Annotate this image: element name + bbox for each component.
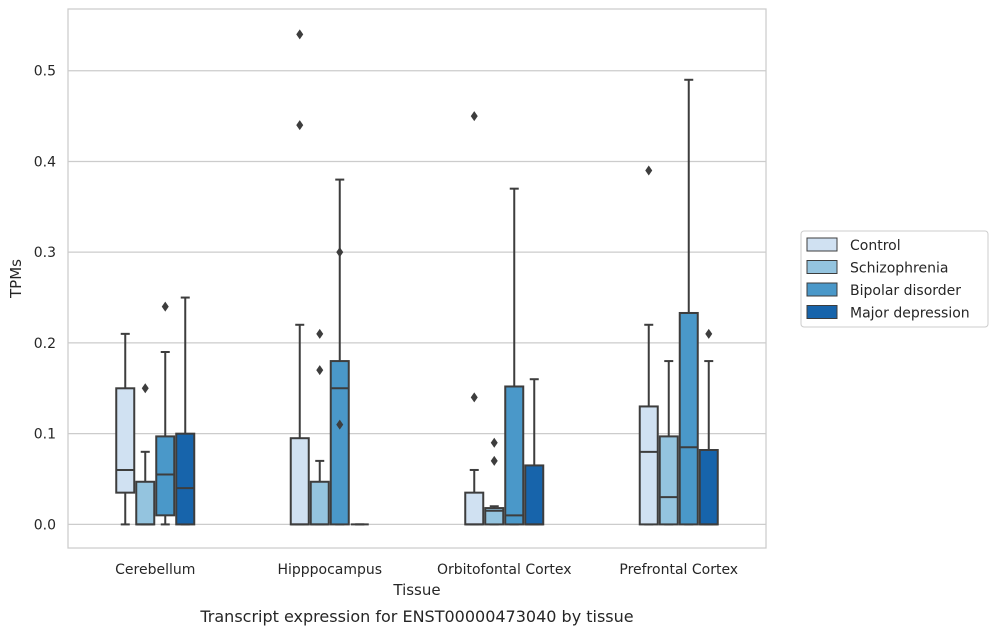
box <box>678 311 699 526</box>
plot-area-frame <box>67 8 767 549</box>
box <box>289 437 310 526</box>
legend-label: Control <box>850 238 901 254</box>
outlier-point <box>336 247 344 258</box>
y-tick-label: 0.2 <box>34 336 56 352</box>
legend-frame <box>800 230 989 328</box>
x-tick-label: Cerebellum <box>115 562 195 578</box>
y-tick-label: 0.0 <box>34 517 56 533</box>
box-series <box>115 29 719 526</box>
outlier-point <box>490 437 498 448</box>
box <box>658 435 679 526</box>
outlier-point <box>490 455 498 466</box>
outlier-point <box>316 328 324 339</box>
x-tick-label: Prefrontal Cortex <box>619 562 738 578</box>
box <box>504 385 525 526</box>
series-control <box>115 29 659 526</box>
legend: Control Schizophrenia Bipolar disorder Majo… <box>800 230 989 328</box>
box <box>135 480 156 526</box>
y-tick-label: 0.5 <box>34 64 56 80</box>
box <box>329 360 350 526</box>
legend-label: Major depression <box>850 306 970 322</box>
outlier-point <box>470 392 478 403</box>
y-tick-label: 0.1 <box>34 427 56 443</box>
series-bipolar-disorder <box>155 78 699 526</box>
outlier-point <box>705 328 713 339</box>
y-tick-label: 0.3 <box>34 245 56 261</box>
x-tick-label: Hipppocampus <box>277 562 382 578</box>
legend-label: Bipolar disorder <box>850 283 961 299</box>
outlier-point <box>316 365 324 376</box>
outlier-point <box>470 111 478 122</box>
box <box>115 387 136 494</box>
box <box>175 432 196 526</box>
box <box>155 435 176 517</box>
series-schizophrenia <box>135 328 679 526</box>
outlier-point <box>141 383 149 394</box>
y-tick-label: 0.4 <box>34 154 56 170</box>
outlier-point <box>336 419 344 430</box>
box <box>524 464 545 526</box>
y-axis-ticks: 0.0 0.1 0.2 0.3 0.4 0.5 <box>34 64 56 534</box>
legend-entry: Major depression <box>806 305 970 322</box>
outlier-point <box>296 29 304 40</box>
legend-swatch <box>806 237 838 252</box>
outlier-point <box>645 165 653 176</box>
x-axis-ticks: Cerebellum Hipppocampus Orbitofontal Corte… <box>115 562 738 578</box>
legend-entry: Bipolar disorder <box>806 282 961 299</box>
legend-swatch <box>806 305 838 319</box>
series-major-depression <box>175 296 719 526</box>
x-tick-label: Orbitofontal Cortex <box>437 562 572 578</box>
legend-swatch <box>806 260 838 274</box>
box <box>464 491 485 526</box>
legend-entry: Schizophrenia <box>806 260 948 277</box>
box <box>638 405 659 526</box>
x-axis-label: Tissue <box>392 581 440 599</box>
box <box>309 480 330 526</box>
box <box>698 449 719 526</box>
box <box>484 507 505 526</box>
legend-entry: Control <box>806 237 901 254</box>
legend-swatch <box>806 282 838 297</box>
outlier-point <box>296 120 304 131</box>
chart-caption: Transcript expression for ENST0000047304… <box>199 607 633 626</box>
legend-label: Schizophrenia <box>850 261 948 277</box>
outlier-point <box>161 301 169 312</box>
y-axis-label: TPMs <box>7 259 25 299</box>
